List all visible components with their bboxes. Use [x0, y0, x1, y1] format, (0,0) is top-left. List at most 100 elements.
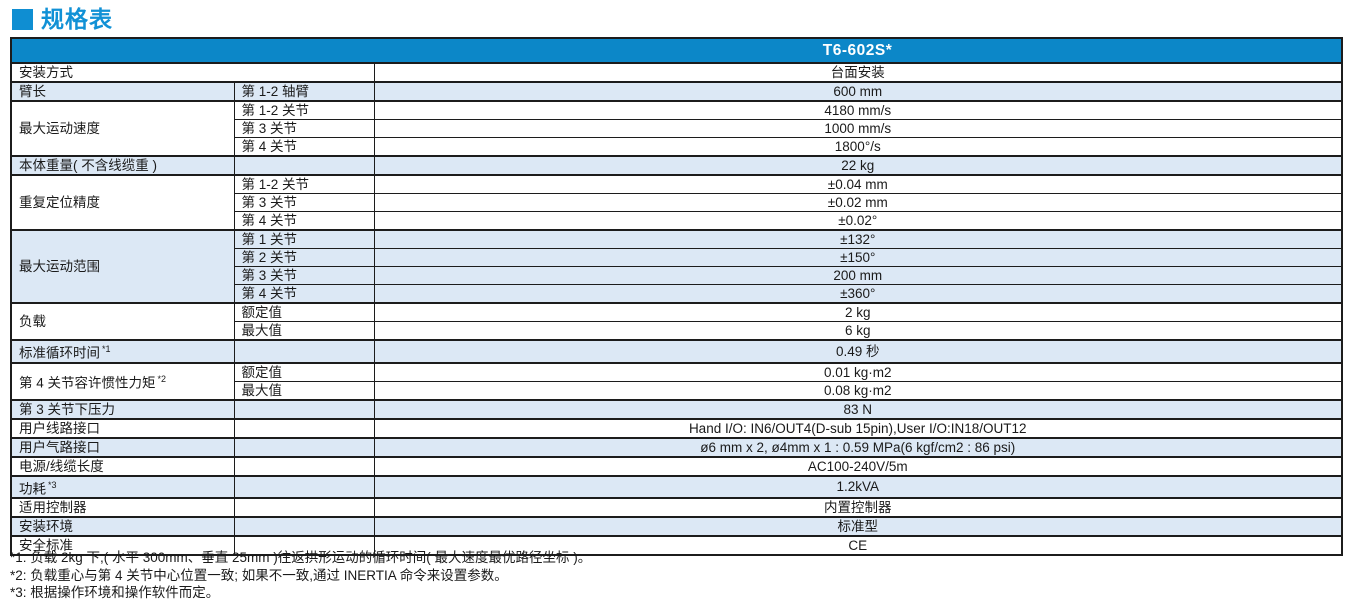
- table-row: 第 2 关节 ±150°: [11, 248, 1343, 267]
- spec-name-cell: 最大运动范围: [10, 229, 235, 304]
- table-row: 重复定位精度第 1-2 关节 ±0.04 mm: [10, 174, 1343, 231]
- spec-subname-cell: 第 3 关节: [233, 193, 375, 212]
- spec-name-cell: 安装方式: [10, 62, 375, 83]
- footnote-1: *1: 负载 2kg 下,( 水平 300mm、垂直 25mm )往返拱形运动的…: [10, 550, 592, 565]
- spec-name-cell: 重复定位精度: [10, 174, 235, 231]
- spec-subname-cell: 第 1-2 关节: [233, 100, 375, 120]
- table-row: 第 4 关节 ±360°: [11, 284, 1343, 304]
- spec-subname-cell: [233, 155, 375, 176]
- spec-value-cell: 600 mm: [373, 81, 1343, 102]
- footnote-3: *3: 根据操作环境和操作软件而定。: [10, 585, 220, 600]
- spec-value-cell: ±0.04 mm: [373, 174, 1343, 194]
- spec-value-cell: 0.49 秒: [373, 339, 1343, 363]
- table-row: 电源/线缆长度 AC100-240V/5m: [10, 455, 1343, 476]
- spec-subname-cell: [233, 436, 375, 457]
- spec-value-cell: 内置控制器: [373, 497, 1343, 518]
- spec-subname-cell: [233, 474, 375, 499]
- spec-name-cell: 臂长: [10, 81, 235, 102]
- spec-subname-cell: [233, 398, 375, 419]
- spec-subname-cell: [233, 339, 375, 363]
- spec-value-cell: 1000 mm/s: [373, 119, 1343, 138]
- header-empty-cell: [11, 38, 374, 64]
- table-row: 负载 额定值 2 kg: [10, 302, 1343, 341]
- spec-value-cell: ø6 mm x 2, ø4mm x 1 : 0.59 MPa(6 kgf/cm2…: [373, 436, 1343, 457]
- table-row: 最大值 0.08 kg·m2: [11, 380, 1343, 400]
- spec-value-cell: 1800°/s: [373, 137, 1343, 157]
- spec-subname-cell: [233, 417, 375, 438]
- spec-name-cell: 用户气路接口: [10, 436, 235, 457]
- model-name-header: T6-602S*: [374, 38, 1342, 64]
- spec-value-cell: CE: [373, 535, 1343, 556]
- spec-subname-cell: 第 2 关节: [233, 248, 375, 267]
- spec-value-cell: 1.2kVA: [373, 474, 1343, 499]
- footnote-marker: *2: [157, 373, 167, 384]
- spec-subname-cell: [233, 516, 375, 537]
- table-row: 用户线路接口 Hand I/O: IN6/OUT4(D-sub 15pin),Us…: [10, 417, 1343, 438]
- spec-value-cell: 83 N: [373, 398, 1343, 419]
- spec-subname-cell: 额定值: [233, 361, 375, 382]
- section-title: 规格表: [12, 6, 113, 32]
- section-title-label: 规格表: [41, 6, 113, 32]
- spec-value-cell: 台面安装: [373, 62, 1343, 83]
- spec-value-cell: 2 kg: [373, 302, 1343, 322]
- spec-name-cell: 本体重量( 不含线缆重 ): [10, 155, 235, 176]
- spec-subname-cell: 第 3 关节: [233, 119, 375, 138]
- spec-value-cell: 标准型: [373, 516, 1343, 537]
- spec-subname-cell: 第 4 关节: [233, 137, 375, 157]
- spec-value-cell: 4180 mm/s: [373, 100, 1343, 120]
- footnote-marker: *3: [48, 479, 57, 490]
- spec-name-cell: 电源/线缆长度: [10, 455, 235, 476]
- spec-subname-cell: 额定值: [233, 302, 375, 322]
- spec-value-cell: 200 mm: [373, 266, 1343, 285]
- spec-value-cell: 0.08 kg·m2: [373, 380, 1343, 400]
- table-header-row: T6-602S*: [11, 38, 1342, 64]
- spec-name-cell: 第 3 关节下压力: [10, 398, 235, 419]
- spec-name-cell: 功耗 *3: [10, 474, 235, 499]
- table-row: 最大运动速度第 1-2 关节 4180 mm/s: [10, 100, 1343, 157]
- table-row: 最大值 6 kg: [11, 321, 1343, 341]
- spec-subname-cell: [233, 497, 375, 518]
- spec-subname-cell: 第 1-2 轴臂: [233, 81, 375, 102]
- table-row: 第 4 关节容许惯性力矩 *2 额定值 0.01 kg·m2: [10, 361, 1343, 400]
- table-row: 标准循环时间 *1 0.49 秒: [10, 339, 1343, 363]
- table-row: 安装方式 台面安装: [10, 62, 1343, 83]
- footnote-2: *2: 负载重心与第 4 关节中心位置一致; 如果不一致,通过 INERTIA …: [10, 567, 508, 583]
- spec-name-cell: 安全标准: [10, 535, 235, 556]
- spec-name-cell: 第 4 关节容许惯性力矩 *2: [10, 361, 235, 400]
- spec-value-cell: ±0.02°: [373, 211, 1343, 231]
- spec-subname-cell: [233, 455, 375, 476]
- table-row: 第 3 关节 1000 mm/s: [11, 119, 1343, 138]
- spec-name-cell: 负载: [10, 302, 235, 341]
- spec-value-cell: 22 kg: [373, 155, 1343, 176]
- table-row: 第 3 关节 200 mm: [11, 266, 1343, 285]
- table-row: 功耗 *3 1.2kVA: [10, 474, 1343, 499]
- table-row: 安全标准 CE: [10, 535, 1343, 556]
- spec-value-cell: AC100-240V/5m: [373, 455, 1343, 476]
- spec-subname-cell: 第 4 关节: [233, 284, 375, 304]
- spec-subname-cell: 第 1-2 关节: [233, 174, 375, 194]
- spec-name-cell: 用户线路接口: [10, 417, 235, 438]
- table-row: 适用控制器 内置控制器: [10, 497, 1343, 518]
- spec-table: T6-602S* 安装方式 台面安装 臂长第 1-2 轴臂 600 mm 最大运动速度第…: [10, 37, 1343, 556]
- spec-subname-cell: 最大值: [233, 380, 375, 400]
- spec-value-cell: ±360°: [373, 284, 1343, 304]
- spec-value-cell: ±0.02 mm: [373, 193, 1343, 212]
- table-row: 用户气路接口 ø6 mm x 2, ø4mm x 1 : 0.59 MPa(6 k…: [10, 436, 1343, 457]
- table-row: 臂长第 1-2 轴臂 600 mm: [10, 81, 1343, 102]
- spec-table-body: 安装方式 台面安装 臂长第 1-2 轴臂 600 mm 最大运动速度第 1-2 关节 41…: [10, 62, 1343, 556]
- blue-square-icon: [12, 8, 33, 30]
- spec-value-cell: ±150°: [373, 248, 1343, 267]
- table-row: 最大运动范围第 1 关节 ±132°: [10, 229, 1343, 304]
- spec-subname-cell: 第 1 关节: [233, 229, 375, 249]
- spec-subname-cell: 第 4 关节: [233, 211, 375, 231]
- footnotes: *1: 负载 2kg 下,( 水平 300mm、垂直 25mm )往返拱形运动的…: [10, 549, 591, 602]
- table-row: 第 3 关节下压力 83 N: [10, 398, 1343, 419]
- spec-name-cell: 最大运动速度: [10, 100, 235, 157]
- spec-value-cell: 6 kg: [373, 321, 1343, 341]
- spec-value-cell: 0.01 kg·m2: [373, 361, 1343, 382]
- spec-value-cell: Hand I/O: IN6/OUT4(D-sub 15pin),User I/O…: [373, 417, 1343, 438]
- table-row: 本体重量( 不含线缆重 ) 22 kg: [10, 155, 1343, 176]
- spec-subname-cell: 最大值: [233, 321, 375, 341]
- table-row: 第 4 关节 1800°/s: [11, 137, 1343, 157]
